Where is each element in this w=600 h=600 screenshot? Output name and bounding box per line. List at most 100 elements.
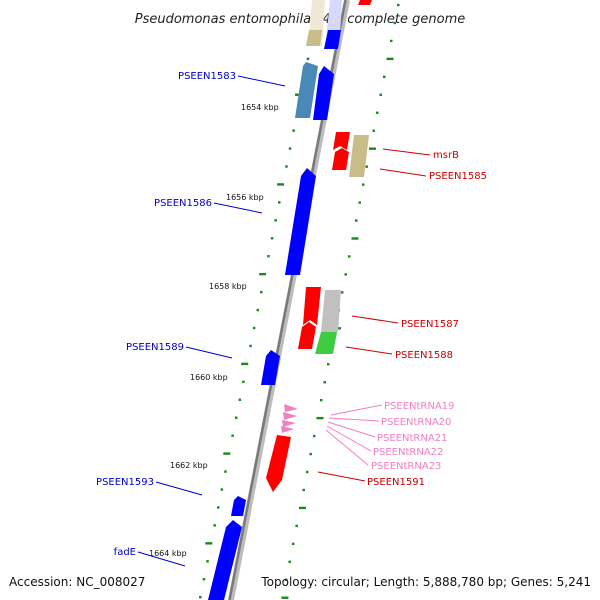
gene-top-red[interactable] <box>358 0 372 5</box>
tick-mark <box>365 165 368 168</box>
tick-mark <box>358 201 361 204</box>
label-msrb[interactable]: msrB <box>433 150 459 161</box>
tick-mark <box>326 363 330 366</box>
tick-mark <box>382 75 386 79</box>
tick-mark <box>234 416 238 419</box>
label-pseen1588[interactable]: PSEEN1588 <box>395 350 453 361</box>
gene-steel[interactable] <box>295 62 318 118</box>
tick-mark <box>368 147 376 150</box>
kbp-labels: 1654 kbp 1656 kbp 1658 kbp 1660 kbp 1662… <box>149 103 279 558</box>
tick-mark <box>249 344 252 348</box>
gene-pseen1585[interactable] <box>349 135 369 177</box>
label-pseen1593[interactable]: PSEEN1593 <box>96 477 154 488</box>
trna-20[interactable] <box>283 412 297 420</box>
tick-mark <box>220 488 224 491</box>
tick-mark <box>274 219 277 222</box>
label-pseen1583[interactable]: PSEEN1583 <box>178 71 236 82</box>
gene-pseen1591[interactable] <box>266 435 291 492</box>
tick-mark <box>372 129 375 132</box>
tick-mark <box>295 93 303 96</box>
gene-fade[interactable] <box>208 520 242 600</box>
tick-mark <box>202 578 206 581</box>
tick-mark <box>323 380 326 384</box>
tick-mark <box>386 57 394 61</box>
tick-mark <box>319 398 323 402</box>
tick-mark <box>281 596 289 599</box>
topology-text: Topology: circular; Length: 5,888,780 bp… <box>260 575 591 589</box>
tick-mark <box>213 524 216 527</box>
tick-mark <box>223 452 231 455</box>
label-trna22[interactable]: PSEENtRNA22 <box>373 447 443 458</box>
trna-21[interactable] <box>282 420 296 427</box>
tick-mark <box>379 93 382 97</box>
map-title: Pseudomonas entomophila L48, complete ge… <box>135 12 466 27</box>
right-gene-labels: msrB PSEEN1585 PSEEN1587 PSEEN1588 PSEEN… <box>317 148 487 488</box>
left-gene-labels: PSEEN1583 PSEEN1586 PSEEN1589 PSEEN1593 … <box>96 71 286 567</box>
tick-mark <box>302 488 305 492</box>
tick-mark <box>260 290 263 294</box>
kbp-label-1654: 1654 kbp <box>241 103 279 112</box>
tick-mark <box>284 578 288 581</box>
label-pseen1591[interactable]: PSEEN1591 <box>367 477 425 488</box>
tick-mark <box>270 237 274 240</box>
tick-mark <box>389 39 393 43</box>
gene-pseen1586[interactable] <box>285 168 316 275</box>
tick-mark <box>397 3 400 7</box>
tick-mark <box>393 21 396 25</box>
tick-mark <box>351 237 359 240</box>
gene-pseen1589[interactable] <box>261 350 280 385</box>
gene-pseen1587-2[interactable] <box>298 322 316 349</box>
tick-mark <box>312 434 316 438</box>
label-trna23[interactable]: PSEENtRNA23 <box>371 461 441 472</box>
kbp-label-1662: 1662 kbp <box>170 461 208 470</box>
gene-top-khaki[interactable] <box>306 30 322 46</box>
gene-msrb-2[interactable] <box>332 148 349 170</box>
label-trna19[interactable]: PSEENtRNA19 <box>384 401 454 412</box>
tick-mark <box>278 201 281 204</box>
tick-mark <box>231 434 234 437</box>
tick-mark <box>259 272 267 276</box>
tick-mark <box>298 506 306 510</box>
trna-19[interactable] <box>284 404 298 412</box>
gene-pseen1593[interactable] <box>231 496 246 516</box>
tick-mark <box>256 308 259 312</box>
tick-mark <box>344 273 347 276</box>
tick-mark <box>306 57 310 61</box>
kbp-label-1658: 1658 kbp <box>209 282 247 291</box>
label-trna20[interactable]: PSEENtRNA20 <box>381 417 451 428</box>
tick-mark <box>199 595 202 599</box>
gene-features <box>208 0 372 600</box>
label-pseen1586[interactable]: PSEEN1586 <box>154 198 212 209</box>
tick-mark <box>295 524 298 528</box>
tick-mark <box>217 506 220 509</box>
tick-mark <box>206 560 209 563</box>
tick-mark <box>238 398 242 401</box>
gene-grey[interactable] <box>321 290 341 332</box>
gene-top-blue[interactable] <box>324 30 341 49</box>
tick-mark <box>292 129 295 132</box>
tick-mark <box>277 183 285 186</box>
label-pseen1587[interactable]: PSEEN1587 <box>401 319 459 330</box>
tick-mark <box>347 255 351 258</box>
gene-pseen1587[interactable] <box>303 287 321 325</box>
tick-mark <box>267 255 270 258</box>
tick-mark <box>288 147 292 150</box>
tick-mark <box>340 291 344 294</box>
tick-mark <box>361 183 365 186</box>
tick-mark <box>305 470 309 474</box>
label-pseen1585[interactable]: PSEEN1585 <box>429 171 487 182</box>
gene-msrb[interactable] <box>333 132 350 150</box>
tick-mark <box>316 416 324 420</box>
tick-mark <box>291 542 295 546</box>
gene-pseen1588[interactable] <box>315 332 337 354</box>
trna-22[interactable] <box>281 426 294 433</box>
gene-pseen1583[interactable] <box>313 66 334 120</box>
label-fade[interactable]: fadE <box>114 547 136 558</box>
tick-mark <box>241 362 249 366</box>
label-trna21[interactable]: PSEENtRNA21 <box>377 433 447 444</box>
tick-mark <box>288 560 291 564</box>
label-pseen1589[interactable]: PSEEN1589 <box>126 342 184 353</box>
accession-text: Accession: NC_008027 <box>9 575 145 589</box>
tick-mark <box>224 470 227 473</box>
